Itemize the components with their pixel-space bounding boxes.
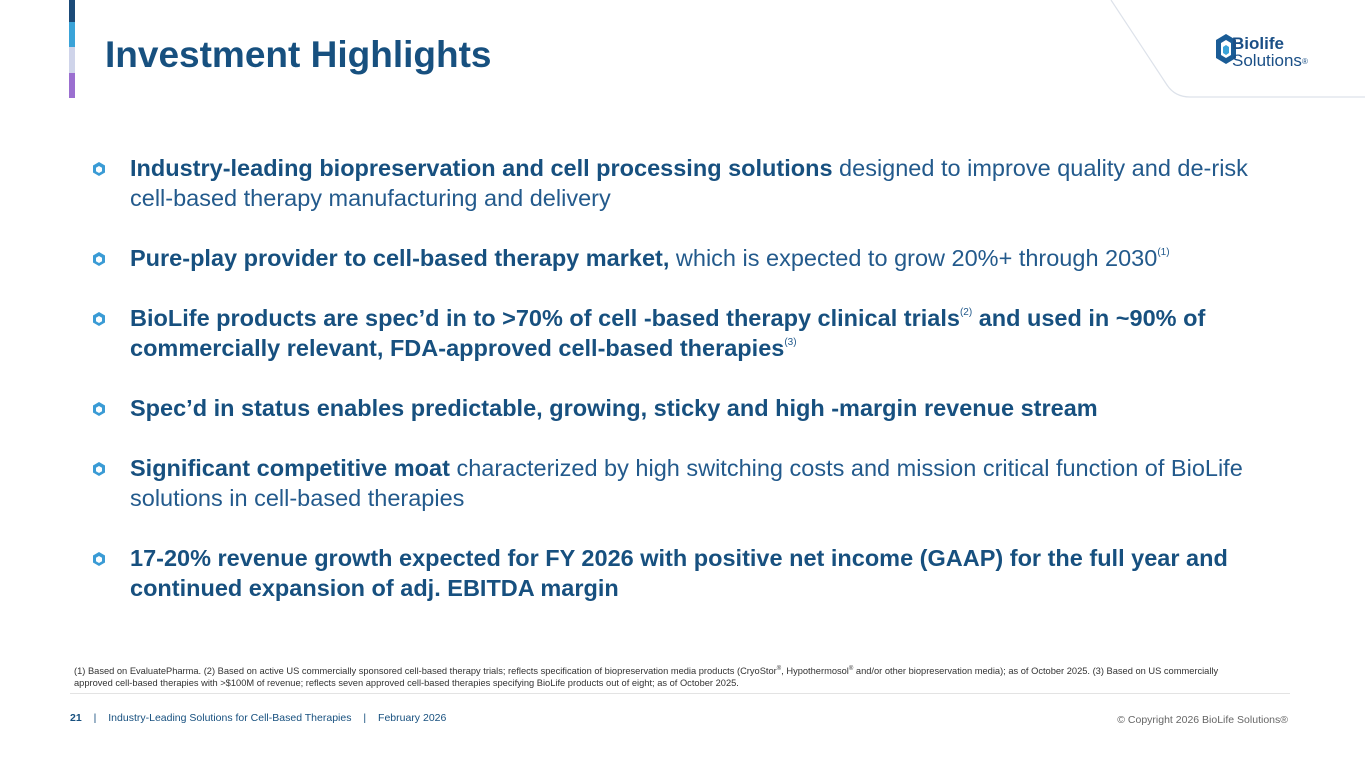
bullet-text: Significant competitive moat <box>130 455 450 481</box>
copyright: © Copyright 2026 BioLife Solutions® <box>1117 714 1288 726</box>
logo-text: Solutions <box>1232 51 1302 70</box>
bullet-text: designed to improve quality and de-risk … <box>130 155 1248 211</box>
bullet-icon <box>93 462 105 476</box>
bullet-icon <box>93 312 105 326</box>
page-number: 21 <box>70 712 82 724</box>
footer: 21 | Industry-Leading Solutions for Cell… <box>70 712 455 724</box>
bullet-icon <box>93 402 105 416</box>
logo-text: Biolife <box>1232 34 1284 53</box>
bullet-text: 17-20% revenue growth expected for FY 20… <box>130 545 1228 601</box>
divider <box>70 693 1290 694</box>
separator: | <box>93 712 97 724</box>
footnote: (1) Based on EvaluatePharma. (2) Based o… <box>74 665 1254 689</box>
bullet: Industry-leading biopreservation and cel… <box>90 153 1280 213</box>
bullet: Significant competitive moat characteriz… <box>90 453 1280 513</box>
bullet-icon <box>93 162 105 176</box>
bullet: Pure-play provider to cell-based therapy… <box>90 243 1280 273</box>
bullet: 17-20% revenue growth expected for FY 20… <box>90 543 1280 603</box>
title: Investment Highlights <box>105 34 492 75</box>
corner-shape <box>1110 0 1365 98</box>
bullet-text: (2) <box>959 307 973 318</box>
bullet-list: Industry-leading biopreservation and cel… <box>90 153 1280 633</box>
accent-bar <box>69 47 75 73</box>
logo: Biolife Solutions® <box>1232 35 1308 70</box>
bullet-text: (1) <box>1157 247 1170 258</box>
footer-date: February 2026 <box>378 712 447 724</box>
bullet-text: and used in ~90% of commercially relevan… <box>130 305 1206 361</box>
bullet: BioLife products are spec’d in to >70% o… <box>90 303 1280 363</box>
bullet: Spec’d in status enables predictable, gr… <box>90 393 1280 423</box>
footnote-text: and/or other biopreservation media); as … <box>74 666 1219 688</box>
accent-bar <box>69 0 75 22</box>
footnote-text: , Hypothermosol <box>781 666 849 676</box>
bullet-text: characterized by high switching costs an… <box>130 455 1243 511</box>
separator: | <box>363 712 367 724</box>
bullet-text: (3) <box>784 337 797 348</box>
footnote-text: ® <box>776 666 782 672</box>
bullet-icon <box>93 252 105 266</box>
bullet-text: BioLife products are spec’d in to >70% o… <box>130 305 960 331</box>
bullet-text: Spec’d in status enables predictable, gr… <box>130 395 1098 421</box>
bullet-icon <box>93 552 105 566</box>
bullet-text: which is expected to grow 20%+ through 2… <box>669 245 1158 271</box>
logo-mark: ® <box>1301 57 1308 66</box>
accent-bar <box>69 22 75 47</box>
bullet-text: Pure-play provider to cell-based therapy… <box>130 245 670 271</box>
accent-bar <box>69 73 75 98</box>
footer-subtitle: Industry-Leading Solutions for Cell-Base… <box>108 712 352 724</box>
footnote-text: ® <box>848 666 854 672</box>
footnote-text: (1) Based on EvaluatePharma. (2) Based o… <box>74 666 777 676</box>
bullet-text: Industry-leading biopreservation and cel… <box>130 155 833 181</box>
